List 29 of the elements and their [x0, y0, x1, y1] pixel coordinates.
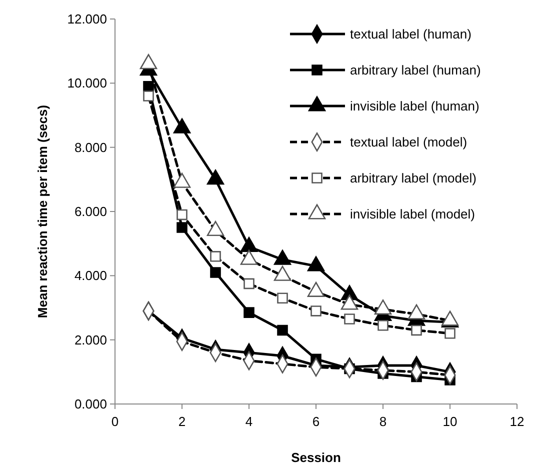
legend-label: invisible label (human): [350, 98, 480, 114]
y-tick-label: 10.000: [67, 76, 107, 91]
legend-label: arbitrary label (model): [350, 170, 476, 186]
y-tick-label: 6.000: [74, 204, 107, 220]
point: [244, 307, 254, 318]
y-tick-label: 12.000: [67, 12, 107, 27]
x-tick-label: 6: [312, 414, 320, 429]
y-tick-label: 0.000: [74, 396, 107, 412]
x-tick-label: 8: [379, 414, 387, 429]
legend-label: textual label (human): [350, 26, 472, 42]
legend-label: textual label (model): [350, 134, 468, 150]
point: [173, 118, 191, 134]
x-tick-label: 2: [178, 414, 186, 429]
x-tick-label: 4: [245, 414, 253, 429]
y-axis-title: Mean reaction time per item (secs): [35, 104, 50, 318]
x-tick-label: 10: [442, 414, 458, 429]
point: [210, 267, 221, 278]
point: [277, 324, 288, 336]
legend-label: invisible label (model): [350, 206, 475, 222]
y-tick-label: 2.000: [74, 332, 107, 348]
x-axis-title: Session: [291, 450, 341, 465]
x-tick-label: 12: [510, 414, 524, 429]
point: [176, 222, 188, 233]
point: [240, 236, 258, 252]
y-tick-label: 8.000: [74, 140, 107, 155]
y-tick-label: 4.000: [74, 268, 107, 284]
legend-label: arbitrary label (human): [350, 62, 481, 78]
point: [206, 170, 224, 185]
x-tick-label: 0: [111, 414, 119, 429]
